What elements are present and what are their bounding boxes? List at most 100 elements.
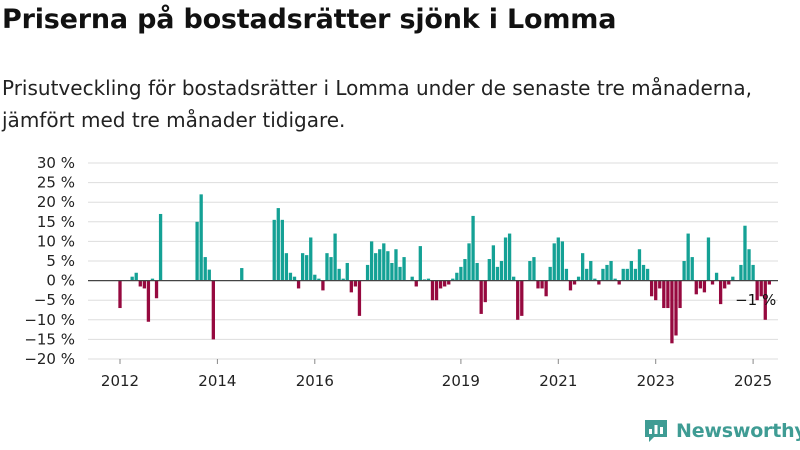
bar (487, 259, 491, 281)
bar (418, 246, 422, 281)
bar (313, 274, 317, 281)
bar (467, 243, 471, 281)
bar (447, 280, 451, 285)
bar (378, 249, 382, 281)
bar (682, 261, 686, 281)
y-axis-labels: 30 % 25 %20 % 15 %10 % 5 % 0 %−5 % −10 %−15 %… (24, 154, 75, 368)
bar (649, 280, 654, 297)
bar (662, 280, 666, 309)
bar (495, 266, 500, 281)
bar (694, 280, 698, 295)
bar (755, 280, 759, 301)
bar (341, 278, 345, 281)
bar (629, 261, 633, 281)
bar (394, 249, 398, 281)
bar (471, 215, 475, 281)
chart-title: Priserna på bostadsrätter sjönk i Lomma (2, 4, 617, 35)
bar (317, 278, 321, 281)
bar (463, 259, 467, 281)
y-tick-label: −10 % (24, 311, 75, 329)
bar (382, 243, 386, 281)
bar (516, 280, 520, 320)
bar (146, 280, 151, 322)
bar (443, 280, 447, 287)
bar (390, 262, 394, 281)
bar (240, 268, 244, 281)
bar (743, 225, 747, 281)
y-tick-label: 15 % (37, 213, 75, 231)
bar (666, 280, 670, 309)
bar (325, 253, 329, 281)
bar (641, 264, 646, 281)
x-tick-label: 2014 (198, 372, 236, 390)
bar (499, 261, 504, 281)
bar (276, 208, 280, 281)
bar (540, 280, 544, 289)
y-tick-label: 5 % (46, 252, 75, 270)
annotation-label: −1 % (735, 291, 776, 309)
bar (564, 268, 569, 281)
y-tick-label: 0 % (46, 272, 75, 290)
bar (601, 268, 605, 281)
bar (455, 272, 459, 281)
bar (613, 278, 617, 281)
bar (710, 280, 715, 285)
bar (284, 253, 289, 281)
bar (305, 255, 309, 281)
bar (150, 278, 155, 281)
bar (520, 280, 524, 316)
bar (633, 268, 638, 281)
bar (357, 280, 362, 316)
bar (130, 276, 134, 281)
bar (714, 272, 719, 281)
x-tick-label: 2025 (734, 372, 772, 390)
bar (605, 264, 609, 281)
bar (589, 261, 593, 281)
bar (353, 280, 358, 287)
bar (739, 264, 743, 281)
bar (309, 237, 313, 281)
bar (386, 251, 390, 281)
bar (329, 257, 333, 281)
x-tick-label: 2019 (442, 372, 480, 390)
brand-name: Newsworthy (676, 420, 800, 442)
bar (321, 280, 325, 291)
bar (625, 268, 629, 281)
bar (702, 280, 707, 293)
bar (296, 280, 301, 289)
bar (759, 280, 763, 297)
bar (645, 268, 650, 281)
bar (398, 266, 402, 281)
bar (593, 278, 597, 281)
bar (337, 268, 341, 281)
bar (280, 219, 284, 281)
bar (548, 266, 552, 281)
bar (568, 280, 573, 291)
bar (576, 276, 581, 281)
bar (203, 257, 207, 281)
gridlines (88, 162, 778, 360)
bar (536, 280, 540, 289)
bar (138, 280, 142, 287)
bar (211, 280, 215, 340)
bar (158, 213, 163, 281)
bar (410, 276, 414, 281)
bar (617, 280, 621, 285)
bar (658, 280, 662, 289)
bar (483, 280, 487, 303)
bar (585, 268, 589, 281)
x-tick-label: 2016 (296, 372, 334, 390)
x-tick-label: 2021 (539, 372, 577, 390)
bar (207, 269, 211, 281)
bar (560, 241, 565, 281)
bar (723, 280, 727, 289)
bar (686, 233, 690, 281)
bar (451, 278, 455, 281)
bar (706, 237, 711, 281)
bar (767, 280, 771, 285)
bar (333, 233, 337, 281)
bar (507, 233, 512, 281)
bar (349, 280, 353, 293)
bar (195, 221, 199, 281)
y-tick-label: 30 % (37, 154, 75, 172)
